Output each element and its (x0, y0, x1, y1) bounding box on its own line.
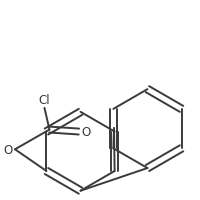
Text: Cl: Cl (39, 93, 50, 106)
Text: O: O (4, 143, 13, 156)
Text: O: O (81, 125, 90, 138)
